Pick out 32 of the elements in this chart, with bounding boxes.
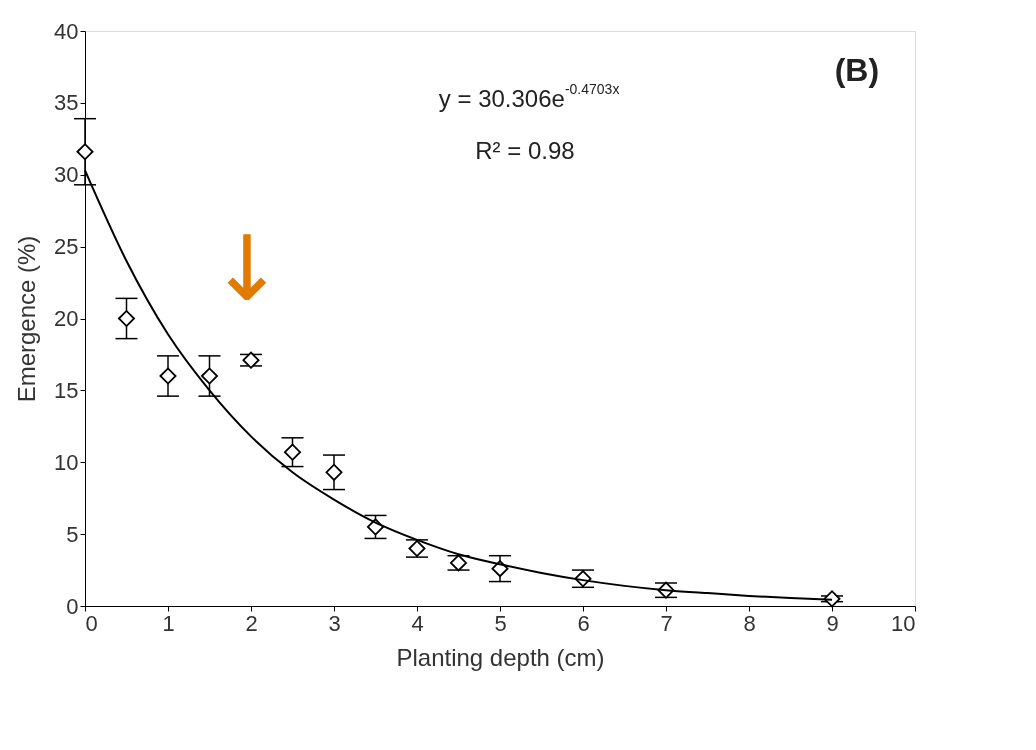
x-tick-label: 0 (85, 610, 98, 636)
x-tick-label: 9 (826, 610, 839, 636)
point (118, 310, 135, 327)
x-axis-title: Planting depth (cm) (396, 643, 605, 671)
y-tick-label: 5 (66, 521, 79, 547)
y-tick-label: 15 (54, 377, 79, 403)
point (325, 463, 343, 481)
x-tick-label: 2 (245, 610, 258, 636)
x-tick-label: 7 (660, 610, 673, 636)
annotation: ↓ (209, 215, 285, 321)
annotation: R² = 0.98 (475, 136, 575, 164)
point (284, 443, 301, 461)
y-tick-label: 30 (54, 162, 79, 188)
x-tick-label: 4 (411, 610, 424, 636)
x-tick-label: 3 (328, 610, 341, 636)
y-tick-label: 40 (54, 18, 79, 44)
y-tick-label: 10 (54, 449, 79, 475)
y-tick-label: 0 (66, 593, 79, 619)
point (491, 560, 509, 578)
annotation: (B) (834, 52, 880, 89)
y-tick-label: 35 (54, 90, 79, 116)
y-tick-label: 25 (54, 234, 79, 260)
x-tick-label: 5 (494, 610, 507, 636)
point (76, 143, 94, 161)
x-tick-label: 8 (743, 610, 756, 636)
point (201, 367, 218, 385)
point (159, 367, 177, 385)
y-tick-label: 20 (54, 306, 79, 331)
x-tick-label: 6 (577, 610, 590, 636)
x-tick-label: 1 (162, 610, 175, 636)
x-tick-label: 10 (891, 610, 916, 636)
y-axis-title: Emergence (%) (13, 235, 41, 403)
